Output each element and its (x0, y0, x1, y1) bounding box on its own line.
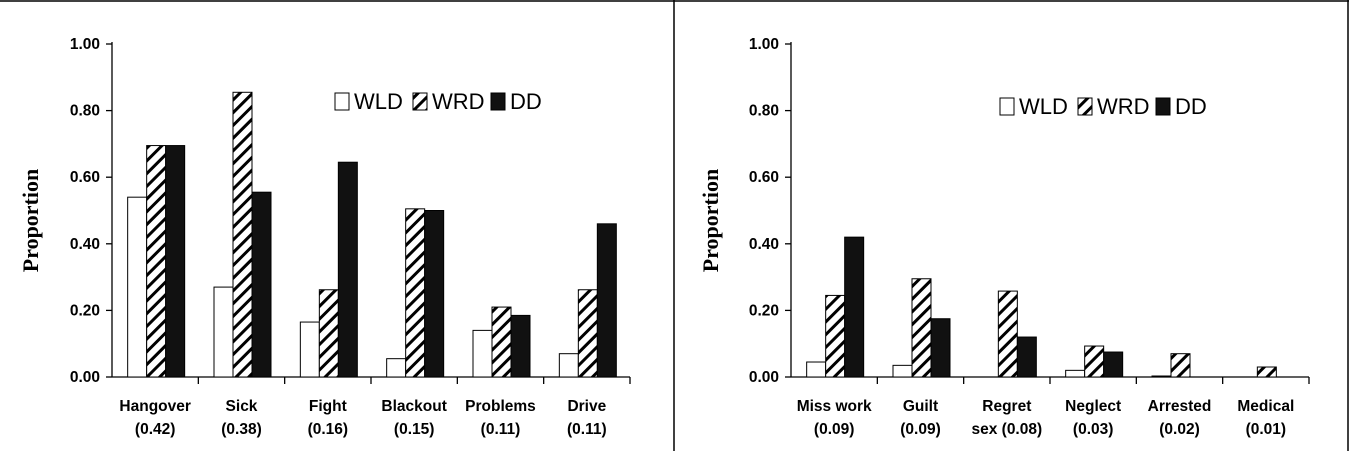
legend-swatch-wld (999, 97, 1015, 116)
bar-dd (596, 223, 617, 378)
category-sublabel: (0.11) (567, 421, 607, 438)
bar-wrd (491, 306, 512, 378)
legend-swatch-wld (334, 92, 350, 111)
bar-wld (1151, 375, 1172, 378)
category-label: Hangover (119, 398, 191, 415)
legend-swatch-wrd (1077, 97, 1093, 116)
bar-wld (1065, 369, 1086, 378)
bar-wld (892, 364, 913, 378)
bar-wrd (825, 294, 846, 378)
bar-dd (337, 161, 358, 378)
y-tick-label: 0.60 (70, 169, 100, 186)
legend-swatch-dd (490, 92, 506, 111)
y-tick-label: 0.40 (70, 236, 100, 253)
y-axis-label: Proportion (698, 169, 723, 272)
y-tick-label: 0.80 (70, 103, 100, 120)
bar-dd (510, 314, 531, 378)
bar-dd (930, 318, 951, 378)
category-sublabel: (0.09) (814, 421, 855, 438)
category-sublabel: (0.09) (900, 421, 941, 438)
category-label: Blackout (381, 398, 446, 415)
bar-wrd (997, 290, 1018, 378)
bar-wld (386, 358, 407, 378)
y-tick-label: 0.00 (749, 369, 779, 386)
legend-label: WLD (354, 89, 403, 114)
category-label: Drive (567, 398, 606, 415)
category-sublabel: (0.02) (1159, 421, 1200, 438)
category-label: Miss work (797, 398, 872, 415)
left-chart-panel: 0.00 0.20 0.40 0.60 0.80 1.00 Proportion Hangov… (18, 36, 631, 438)
bar-wrd (318, 289, 339, 378)
category-sublabel: (0.15) (394, 421, 435, 438)
category-sublabel: (0.01) (1246, 421, 1287, 438)
y-tick-label: 1.00 (749, 36, 779, 53)
category-label: Problems (465, 398, 536, 415)
bar-wld (806, 361, 827, 378)
y-tick-label: 0.00 (70, 369, 100, 386)
category-label: Neglect (1065, 398, 1121, 415)
right-chart-panel: 0.00 0.20 0.40 0.60 0.80 1.00 Proportion Miss w… (698, 36, 1310, 438)
y-tick-label: 0.80 (749, 103, 779, 120)
bar-wrd (577, 289, 598, 378)
category-sublabel: (0.42) (135, 421, 176, 438)
category-label: Fight (309, 398, 347, 415)
bar-wld (299, 321, 320, 378)
bar-dd (251, 191, 272, 378)
bar-wrd (146, 145, 167, 378)
bar-dd (1016, 336, 1037, 378)
legend-label: DD (1175, 94, 1207, 119)
category-label: Guilt (903, 398, 938, 415)
bar-wld (127, 196, 148, 378)
legend-label: WRD (1097, 94, 1150, 119)
category-sublabel: (0.38) (221, 421, 262, 438)
bar-wld (472, 329, 493, 378)
category-label: Arrested (1148, 398, 1212, 415)
legend-swatch-wrd (412, 92, 428, 111)
category-sublabel: (0.03) (1073, 421, 1114, 438)
bar-wrd (1170, 353, 1191, 378)
bar-wrd (232, 91, 253, 378)
y-tick-label: 0.40 (749, 236, 779, 253)
bar-dd (1103, 351, 1124, 378)
category-sublabel: (0.11) (481, 421, 521, 438)
legend-swatch-dd (1155, 97, 1171, 116)
category-label: Medical (1237, 398, 1294, 415)
legend-label: WRD (432, 89, 485, 114)
category-label: Regret (982, 398, 1031, 415)
bar-wrd (1084, 345, 1105, 378)
bar-wrd (911, 278, 932, 378)
category-sublabel: sex (0.08) (971, 421, 1042, 438)
y-tick-label: 0.20 (749, 302, 779, 319)
y-tick-label: 0.20 (70, 302, 100, 319)
bar-wrd (405, 208, 426, 378)
bar-wld (213, 286, 234, 378)
bar-dd (165, 145, 186, 378)
y-tick-label: 1.00 (70, 36, 100, 53)
y-axis-label: Proportion (18, 169, 43, 272)
bar-wrd (1256, 366, 1277, 378)
category-sublabel: (0.16) (308, 421, 349, 438)
bar-dd (844, 236, 865, 378)
bar-wld (558, 353, 579, 378)
y-tick-label: 0.60 (749, 169, 779, 186)
bar-dd (424, 210, 445, 378)
legend-label: DD (510, 89, 542, 114)
category-label: Sick (226, 398, 258, 415)
legend-label: WLD (1019, 94, 1068, 119)
